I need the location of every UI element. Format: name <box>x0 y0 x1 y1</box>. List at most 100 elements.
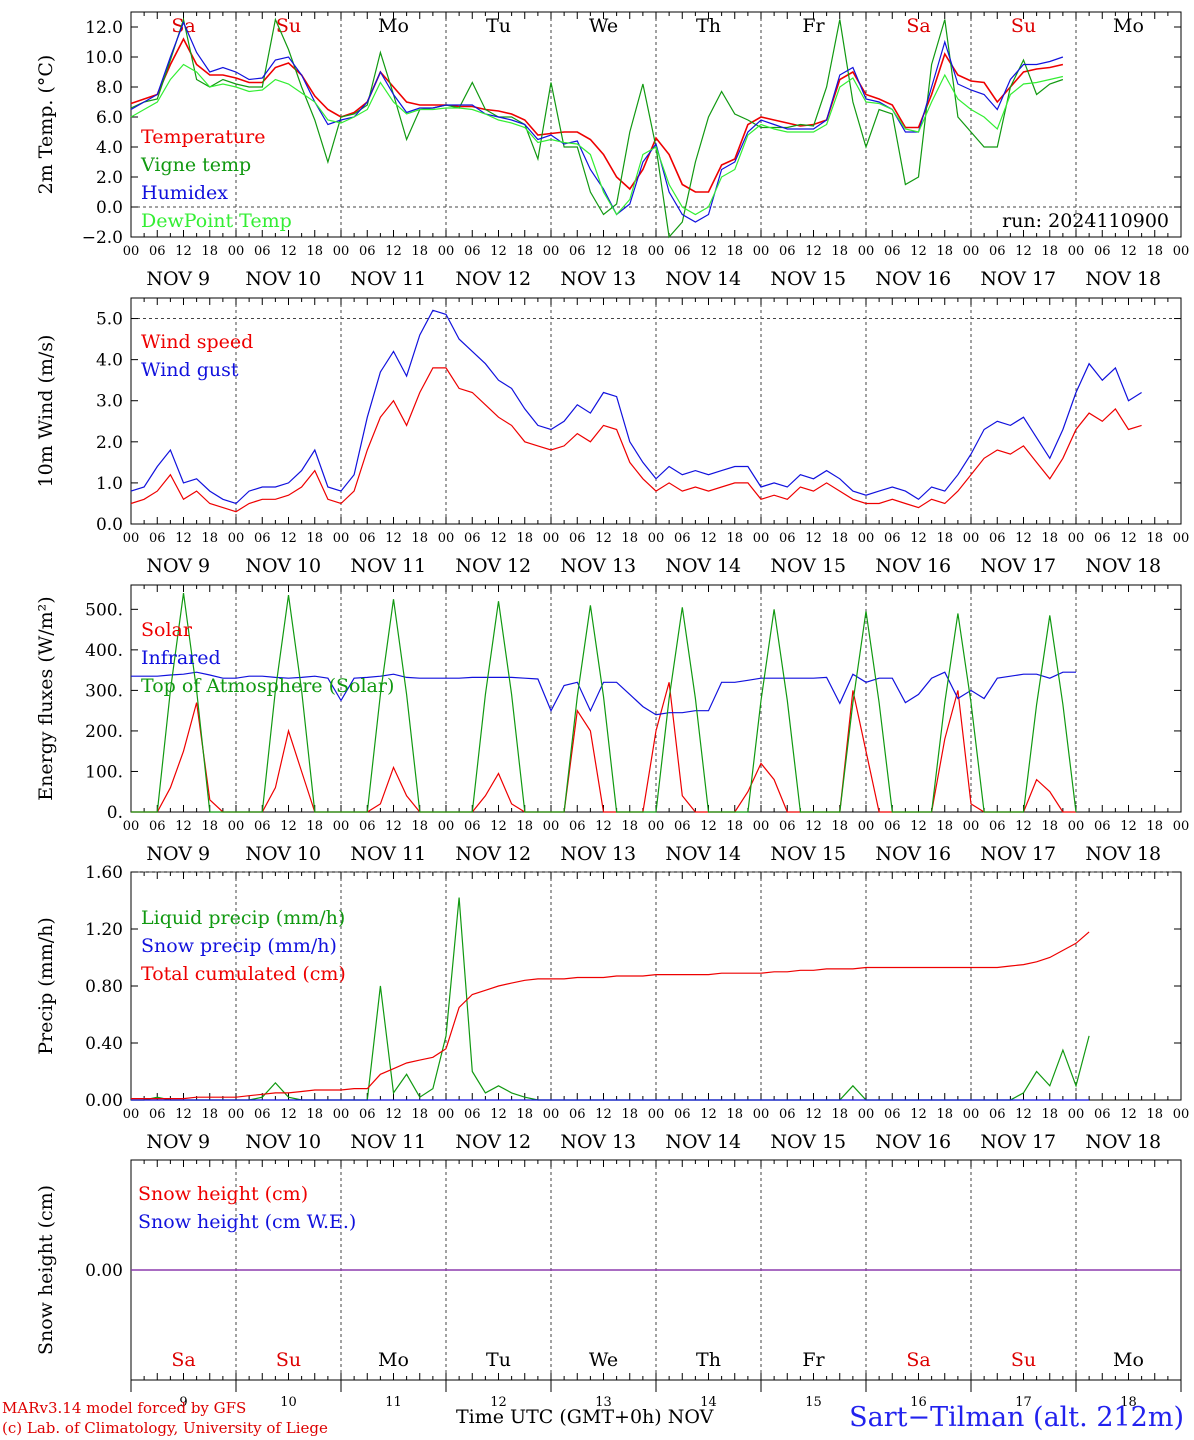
date-label: NOV 16 <box>875 268 951 290</box>
date-label: NOV 17 <box>980 555 1056 577</box>
hour-tick-label: 00 <box>858 531 875 546</box>
hour-tick-label: 06 <box>569 531 586 546</box>
y-tick-label: 0.0 <box>96 198 123 218</box>
date-label: NOV 18 <box>1085 1131 1161 1153</box>
y-tick-label: 4.0 <box>96 138 123 158</box>
legend-entry: DewPoint Temp <box>141 210 292 232</box>
legend-entry: Total cumulated (cm) <box>141 963 346 985</box>
weekday-label: Tu <box>486 1349 511 1371</box>
hour-tick-label: 00 <box>858 819 875 834</box>
hour-tick-label: 18 <box>726 819 743 834</box>
hour-tick-label: 12 <box>910 1107 927 1122</box>
date-label: NOV 14 <box>665 843 741 865</box>
y-tick-label: 8.0 <box>96 78 123 98</box>
hour-tick-label: 12 <box>1015 244 1032 259</box>
y-tick-label: 5.0 <box>96 310 123 330</box>
hour-tick-label: 18 <box>411 819 428 834</box>
hour-tick-label: 00 <box>648 531 665 546</box>
legend-entry: Snow precip (mm/h) <box>141 935 337 957</box>
hour-tick-label: 06 <box>989 244 1006 259</box>
hour-tick-label: 18 <box>411 1107 428 1122</box>
series-line-total-cumulated-cm <box>131 931 1090 1100</box>
date-label: NOV 10 <box>245 1131 321 1153</box>
hour-tick-label: 00 <box>438 1107 455 1122</box>
hour-tick-label: 12 <box>1015 1107 1032 1122</box>
date-label: NOV 13 <box>560 843 636 865</box>
date-label: NOV 10 <box>245 268 321 290</box>
hour-tick-label: 12 <box>1015 531 1032 546</box>
date-label: NOV 12 <box>455 843 531 865</box>
legend-entry: Wind gust <box>141 359 239 381</box>
hour-tick-label: 12 <box>1120 531 1137 546</box>
hour-tick-label: 18 <box>1146 819 1163 834</box>
weekday-label: Th <box>696 15 721 37</box>
hour-tick-label: 18 <box>1146 244 1163 259</box>
date-label: NOV 9 <box>146 268 210 290</box>
day-number-label: 18 <box>1120 1395 1137 1410</box>
hour-tick-label: 12 <box>595 531 612 546</box>
y-tick-label: 2.0 <box>96 168 123 188</box>
hour-tick-label: 12 <box>1120 819 1137 834</box>
hour-tick-label: 12 <box>805 244 822 259</box>
legend-entry: Humidex <box>141 182 228 204</box>
hour-tick-label: 06 <box>884 244 901 259</box>
hour-tick-label: 06 <box>779 1107 796 1122</box>
hour-tick-label: 12 <box>175 1107 192 1122</box>
weekday-label: We <box>589 15 618 37</box>
hour-tick-label: 12 <box>385 244 402 259</box>
hour-tick-label: 12 <box>805 1107 822 1122</box>
hour-tick-label: 06 <box>149 531 166 546</box>
hour-tick-label: 18 <box>621 531 638 546</box>
hour-tick-label: 18 <box>201 244 218 259</box>
hour-tick-label: 00 <box>648 1107 665 1122</box>
weekday-label: Sa <box>906 15 930 37</box>
hour-tick-label: 06 <box>359 244 376 259</box>
hour-tick-label: 12 <box>910 244 927 259</box>
hour-tick-label: 00 <box>228 1107 245 1122</box>
hour-tick-label: 12 <box>490 244 507 259</box>
legend-entry: Solar <box>141 619 193 641</box>
hour-tick-label: 00 <box>1068 1107 1085 1122</box>
hour-tick-label: 06 <box>1094 819 1111 834</box>
date-label: NOV 13 <box>560 1131 636 1153</box>
hour-tick-label: 12 <box>700 531 717 546</box>
hour-tick-label: 12 <box>175 819 192 834</box>
hour-tick-label: 06 <box>359 819 376 834</box>
hour-tick-label: 18 <box>936 244 953 259</box>
footer-station-name: Sart−Tilman (alt. 212m) <box>849 1402 1184 1433</box>
date-label: NOV 18 <box>1085 843 1161 865</box>
series-line-wind-gust <box>130 309 1142 505</box>
hour-tick-label: 00 <box>963 819 980 834</box>
hour-tick-label: 12 <box>1120 1107 1137 1122</box>
hour-tick-label: 06 <box>989 819 1006 834</box>
hour-tick-label: 06 <box>464 1107 481 1122</box>
hour-tick-label: 06 <box>779 244 796 259</box>
hour-tick-label: 00 <box>648 819 665 834</box>
series-line-dewpoint-temp <box>130 63 1064 216</box>
hour-tick-label: 18 <box>306 819 323 834</box>
hour-tick-label: 00 <box>438 531 455 546</box>
date-label: NOV 11 <box>350 1131 426 1153</box>
hour-tick-label: 06 <box>254 1107 271 1122</box>
hour-tick-label: 18 <box>516 531 533 546</box>
hour-tick-label: 18 <box>1146 1107 1163 1122</box>
hour-tick-label: 18 <box>516 1107 533 1122</box>
hour-tick-label: 06 <box>149 244 166 259</box>
hour-tick-label: 12 <box>595 1107 612 1122</box>
date-label: NOV 14 <box>665 1131 741 1153</box>
y-tick-label: 6.0 <box>96 108 123 128</box>
hour-tick-label: 12 <box>280 1107 297 1122</box>
hour-tick-label: 18 <box>201 531 218 546</box>
footer-model-credits: MARv3.14 model forced by GFS (c) Lab. of… <box>2 1398 328 1438</box>
hour-tick-label: 18 <box>726 531 743 546</box>
hour-tick-label: 00 <box>1068 531 1085 546</box>
hour-tick-label: 12 <box>1015 819 1032 834</box>
hour-tick-label: 06 <box>779 531 796 546</box>
panel-frame <box>130 11 1182 238</box>
hour-tick-label: 12 <box>280 244 297 259</box>
y-tick-label: 500. <box>85 600 123 620</box>
hour-tick-label: 12 <box>1120 244 1137 259</box>
hour-tick-label: 18 <box>621 244 638 259</box>
legend-entry: Temperature <box>141 126 265 148</box>
hour-tick-label: 12 <box>700 1107 717 1122</box>
